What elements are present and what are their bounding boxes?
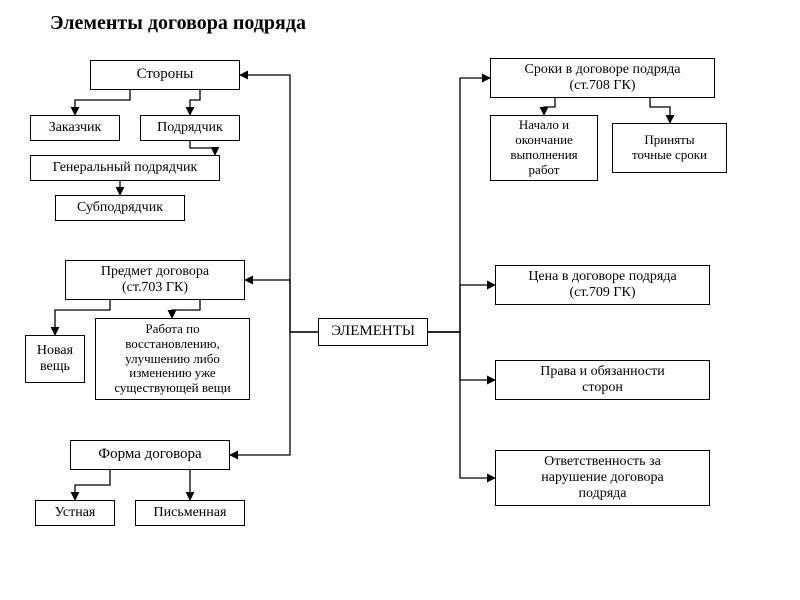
node-label: Сроки в договоре подряда (ст.708 ГК) bbox=[525, 62, 681, 94]
node-label: Заказчик bbox=[49, 120, 102, 136]
node-label: ЭЛЕМЕНТЫ bbox=[331, 323, 415, 340]
node-label: Начало и окончание выполнения работ bbox=[510, 118, 577, 178]
node-label: Устная bbox=[55, 505, 96, 521]
node-label: Приняты точные сроки bbox=[632, 133, 707, 163]
node-label: Ответственность за нарушение договора по… bbox=[541, 454, 663, 502]
diagram-title: Элементы договора подряда bbox=[50, 12, 306, 35]
node-label: Форма договора bbox=[98, 446, 201, 463]
node-label: Генеральный подрядчик bbox=[53, 160, 198, 176]
node-exact-terms: Приняты точные сроки bbox=[612, 123, 727, 173]
node-price: Цена в договоре подряда (ст.709 ГК) bbox=[495, 265, 710, 305]
node-label: Стороны bbox=[137, 66, 194, 83]
node-subcontractor: Субподрядчик bbox=[55, 195, 185, 221]
node-contractor: Подрядчик bbox=[140, 115, 240, 141]
node-rights: Права и обязанности сторон bbox=[495, 360, 710, 400]
node-label: Права и обязанности сторон bbox=[540, 364, 665, 396]
node-label: Субподрядчик bbox=[77, 200, 163, 216]
node-subject: Предмет договора (ст.703 ГК) bbox=[65, 260, 245, 300]
node-label: Подрядчик bbox=[157, 120, 223, 136]
node-label: Письменная bbox=[154, 505, 227, 521]
node-new-thing: Новая вещь bbox=[25, 335, 85, 383]
node-label: Работа по восстановлению, улучшению либо… bbox=[114, 322, 230, 397]
node-gen-contractor: Генеральный подрядчик bbox=[30, 155, 220, 181]
node-label: Предмет договора (ст.703 ГК) bbox=[101, 264, 209, 296]
node-parties: Стороны bbox=[90, 60, 240, 90]
node-oral: Устная bbox=[35, 500, 115, 526]
node-start-end: Начало и окончание выполнения работ bbox=[490, 115, 598, 181]
node-work-restore: Работа по восстановлению, улучшению либо… bbox=[95, 318, 250, 400]
node-liability: Ответственность за нарушение договора по… bbox=[495, 450, 710, 506]
node-label: Новая вещь bbox=[37, 343, 73, 375]
node-label: Цена в договоре подряда (ст.709 ГК) bbox=[528, 269, 676, 301]
node-customer: Заказчик bbox=[30, 115, 120, 141]
node-form: Форма договора bbox=[70, 440, 230, 470]
node-written: Письменная bbox=[135, 500, 245, 526]
node-center: ЭЛЕМЕНТЫ bbox=[318, 318, 428, 346]
node-terms: Сроки в договоре подряда (ст.708 ГК) bbox=[490, 58, 715, 98]
